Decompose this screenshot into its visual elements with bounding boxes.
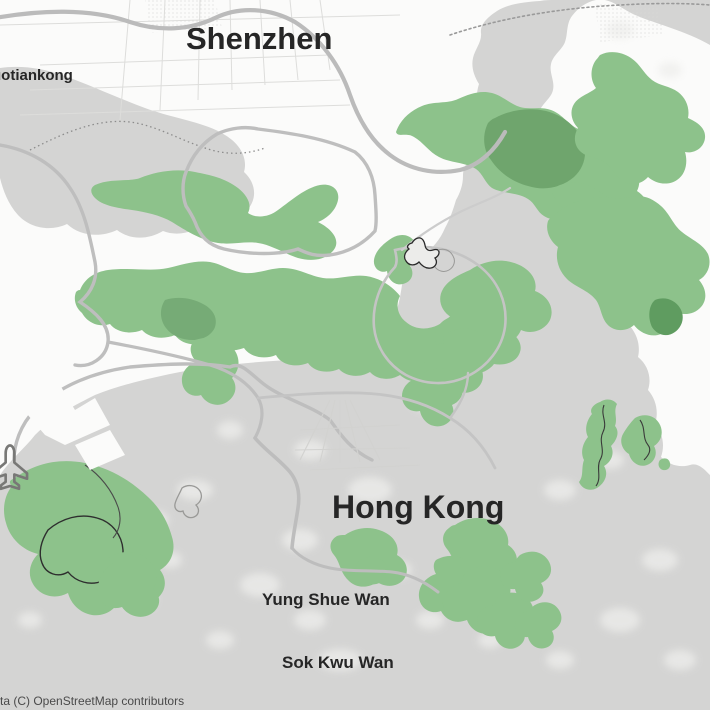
svg-text:Hong Kong: Hong Kong	[332, 489, 504, 525]
svg-text:Sok Kwu Wan: Sok Kwu Wan	[282, 653, 394, 672]
svg-text:Yung Shue Wan: Yung Shue Wan	[262, 590, 390, 609]
svg-text:Shenzhen: Shenzhen	[186, 21, 332, 56]
svg-text:uotiankong: uotiankong	[0, 67, 73, 84]
svg-text:ta (C) OpenStreetMap contribut: ta (C) OpenStreetMap contributors	[0, 694, 184, 708]
